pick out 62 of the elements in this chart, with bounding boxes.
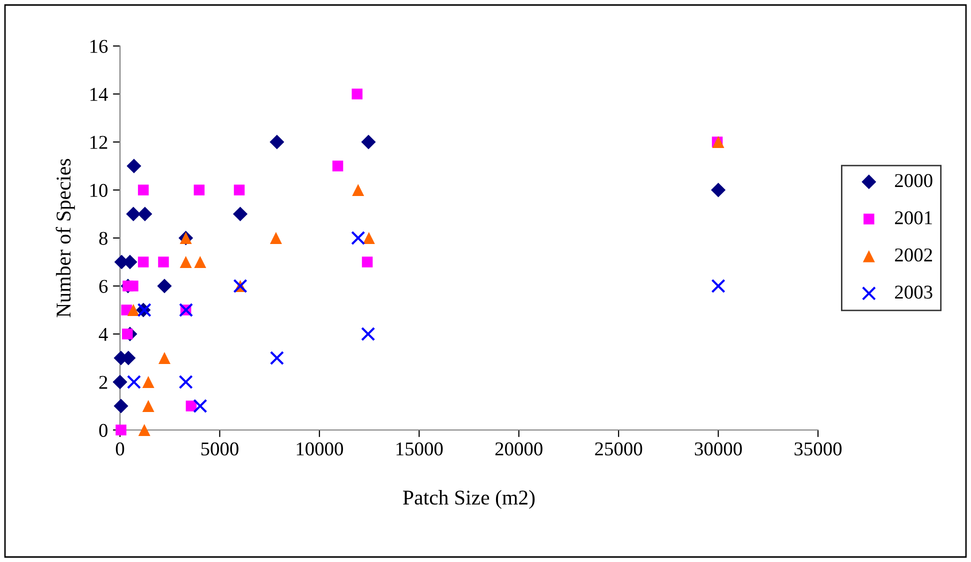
y-tick-label: 2 bbox=[99, 376, 108, 389]
y-tick-label: 12 bbox=[90, 136, 108, 149]
point bbox=[194, 184, 205, 196]
x-tick-label: 25000 bbox=[595, 442, 642, 456]
point bbox=[158, 352, 170, 364]
y-tick-label: 0 bbox=[99, 424, 108, 437]
point bbox=[138, 256, 149, 268]
point bbox=[186, 400, 197, 412]
y-tick-label: 14 bbox=[90, 88, 108, 101]
point bbox=[711, 182, 726, 198]
point bbox=[234, 184, 245, 196]
point bbox=[126, 374, 142, 390]
point bbox=[352, 88, 362, 100]
point bbox=[142, 400, 154, 412]
point bbox=[232, 206, 248, 222]
point bbox=[194, 256, 206, 268]
point bbox=[270, 232, 282, 244]
point bbox=[157, 278, 172, 294]
y-axis-title: Number of Species bbox=[56, 158, 75, 318]
x-tick-label: 30000 bbox=[694, 442, 742, 456]
point bbox=[362, 256, 373, 268]
point bbox=[158, 256, 169, 268]
point bbox=[361, 326, 376, 342]
x-axis-title: Patch Size (m2) bbox=[403, 490, 535, 509]
y-tick-label: 16 bbox=[90, 40, 108, 53]
point bbox=[126, 158, 142, 174]
x-tick-label: 20000 bbox=[495, 442, 542, 456]
point bbox=[351, 230, 366, 246]
point bbox=[178, 374, 193, 390]
legend-label: 2000 bbox=[895, 174, 932, 188]
point bbox=[126, 206, 141, 222]
point bbox=[361, 134, 376, 150]
y-tick-label: 8 bbox=[99, 232, 108, 245]
x-tick-label: 5000 bbox=[201, 442, 238, 456]
y-tick-label: 6 bbox=[99, 280, 108, 293]
point bbox=[138, 424, 150, 436]
point bbox=[114, 398, 128, 414]
point bbox=[138, 206, 152, 222]
y-tick-label: 4 bbox=[98, 328, 108, 341]
x-tick-label: 35000 bbox=[794, 442, 842, 456]
point bbox=[116, 424, 126, 436]
point bbox=[127, 304, 140, 316]
point bbox=[362, 232, 375, 244]
point bbox=[332, 160, 344, 172]
point bbox=[270, 134, 284, 150]
point bbox=[112, 374, 128, 390]
legend-label: 2003 bbox=[895, 286, 932, 299]
point bbox=[138, 184, 149, 196]
point bbox=[128, 280, 138, 292]
y-tick-label: 10 bbox=[90, 184, 108, 197]
point bbox=[270, 350, 284, 366]
point bbox=[352, 184, 364, 196]
point bbox=[122, 328, 133, 340]
point bbox=[711, 278, 726, 294]
point bbox=[142, 376, 154, 388]
x-tick-label: 10000 bbox=[296, 442, 343, 456]
point bbox=[180, 256, 192, 268]
legend-label: 2002 bbox=[895, 248, 932, 262]
legend-label: 2001 bbox=[895, 211, 932, 224]
point bbox=[193, 398, 208, 414]
x-tick-label: 0 bbox=[116, 442, 124, 456]
x-tick-label: 15000 bbox=[396, 442, 443, 456]
